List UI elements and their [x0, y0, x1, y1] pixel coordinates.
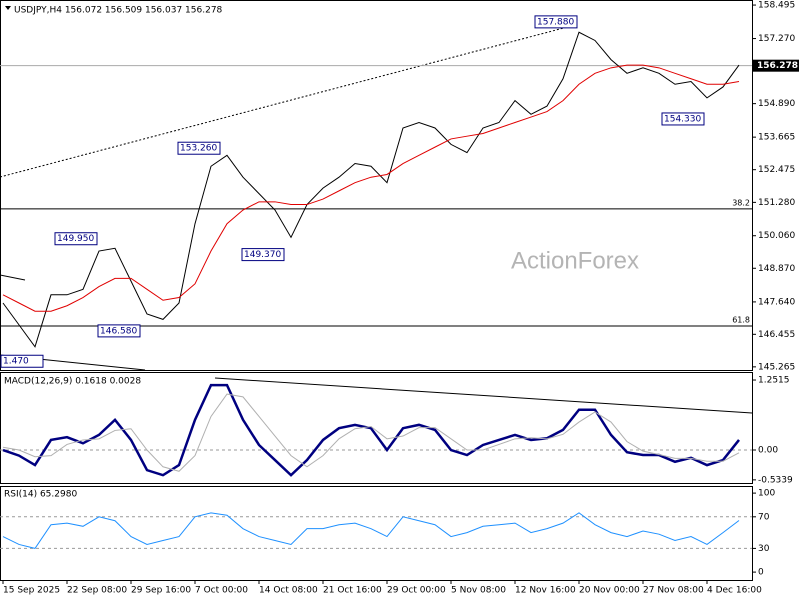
y-tick-label: 152.475: [758, 165, 795, 175]
y-tick-label: 100: [758, 489, 775, 499]
panel-title: USDJPY,H4 156.072 156.509 156.037 156.27…: [14, 6, 223, 16]
x-tick-label: 15 Sep 2025: [3, 586, 60, 596]
x-tick-label: 12 Nov 16:00: [515, 586, 576, 596]
x-tick-label: 20 Nov 00:00: [579, 586, 640, 596]
y-tick-label: 1.2515: [758, 376, 790, 386]
panel-frame: [0, 372, 753, 484]
y-tick-label: 70: [758, 512, 770, 522]
panel-title: RSI(14) 65.2980: [4, 490, 77, 500]
y-tick-label: 148.870: [758, 264, 795, 274]
y-tick-label: 145.265: [758, 362, 795, 372]
series-line: [2, 512, 740, 549]
series-line: [2, 31, 740, 348]
y-tick-label: 146.455: [758, 330, 795, 340]
price-annotation: 146.580: [100, 326, 137, 336]
price-annotation: 154.330: [664, 114, 701, 124]
panel-frame: [0, 486, 753, 581]
price-annotation: 149.950: [57, 234, 94, 244]
symbol-arrow: [5, 6, 11, 10]
x-tick-label: 14 Oct 08:00: [259, 586, 318, 596]
price-annotation: 1.470: [3, 357, 29, 367]
trend-line: [0, 24, 576, 178]
y-tick-label: 157.270: [758, 34, 795, 44]
series-line: [2, 383, 740, 477]
x-tick-label: 21 Oct 16:00: [323, 586, 382, 596]
y-tick-label: 0: [758, 568, 764, 578]
x-tick-label: 29 Sep 16:00: [131, 586, 191, 596]
y-tick-label: -0.5339: [758, 475, 793, 485]
x-tick-label: 4 Dec 16:00: [707, 586, 762, 596]
x-tick-label: 22 Sep 08:00: [67, 586, 127, 596]
watermark: ActionForex: [511, 247, 639, 274]
price-annotation: 157.880: [537, 17, 574, 27]
y-tick-label: 154.890: [758, 99, 795, 109]
price-annotation-box: [661, 112, 705, 126]
y-tick-label: 151.280: [758, 198, 795, 208]
price-annotation-box: [0, 354, 44, 368]
y-tick-label: 150.060: [758, 231, 795, 241]
fib-label: 38.2: [732, 198, 750, 207]
price-annotation-box: [177, 141, 221, 155]
y-tick-label: 147.640: [758, 297, 795, 307]
last-price-box: [753, 59, 799, 72]
x-tick-label: 5 Nov 08:00: [451, 586, 506, 596]
y-tick-label: 30: [758, 544, 770, 554]
last-price-label: 156.278: [757, 61, 798, 71]
series-line: [2, 64, 740, 312]
price-annotation: 153.260: [180, 144, 217, 154]
trend-line: [0, 274, 26, 281]
fib-label: 61.8: [732, 315, 750, 324]
macd-trend-line: [214, 377, 753, 414]
panel-frame: [0, 0, 753, 371]
x-tick-label: 27 Nov 08:00: [643, 586, 704, 596]
panel-title: MACD(12,26,9) 0.1618 0.0028: [4, 377, 141, 387]
price-annotation: 149.370: [244, 250, 281, 260]
x-tick-label: 29 Oct 00:00: [387, 586, 446, 596]
price-annotation-box: [241, 248, 285, 262]
price-annotation-box: [54, 232, 98, 246]
y-tick-label: 158.495: [758, 1, 795, 11]
price-annotation-box: [97, 324, 141, 338]
price-annotation-box: [534, 15, 578, 29]
y-tick-label: 0.00: [758, 446, 778, 456]
series-line: [2, 393, 740, 472]
x-tick-label: 7 Oct 00:00: [195, 586, 248, 596]
y-tick-label: 153.665: [758, 133, 795, 143]
